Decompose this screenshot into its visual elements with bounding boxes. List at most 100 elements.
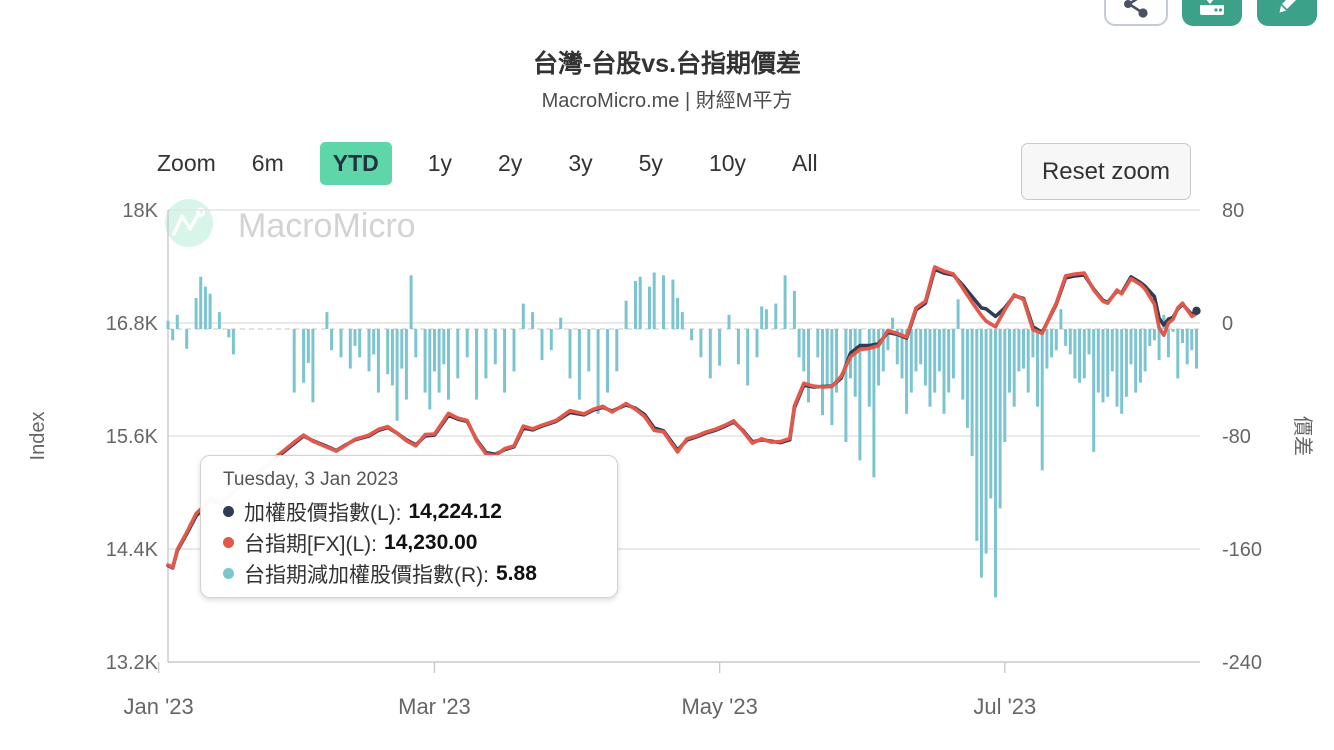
spread-bar bbox=[185, 329, 189, 349]
spread-bar bbox=[825, 329, 829, 386]
spread-bar bbox=[540, 329, 544, 361]
watermark-logo-line bbox=[172, 211, 201, 236]
spread-bar bbox=[1092, 329, 1096, 452]
spread-bar bbox=[956, 299, 960, 329]
page-subtitle: MacroMicro.me | 財經M平方 bbox=[541, 90, 793, 112]
spread-bar bbox=[942, 329, 946, 414]
spread-bar bbox=[867, 329, 871, 407]
spread-bar bbox=[1068, 329, 1072, 355]
range-controls: Zoom 6m YTD 1y 2y 3y 5y 10y All bbox=[157, 142, 828, 185]
spread-bar bbox=[199, 276, 203, 329]
spread-bar bbox=[311, 329, 315, 403]
tooltip-label: 台指期[FX](L): bbox=[244, 532, 378, 556]
spread-bar bbox=[979, 329, 983, 578]
spread-bar bbox=[1073, 329, 1077, 379]
spread-bar bbox=[330, 329, 334, 351]
share-button[interactable] bbox=[1104, 0, 1168, 26]
spread-bar bbox=[872, 329, 876, 478]
x-axis-tick-label: Mar '23 bbox=[398, 694, 471, 719]
tooltip-row-spread: 台指期減加權股價指數(R): 5.88 bbox=[223, 558, 599, 589]
watermark-text: MacroMicro bbox=[238, 207, 416, 245]
spread-bar bbox=[503, 329, 507, 393]
spread-bar bbox=[652, 272, 656, 329]
spread-bar bbox=[615, 329, 619, 372]
spread-bar bbox=[947, 329, 951, 393]
spread-bar bbox=[928, 329, 932, 407]
spread-bar bbox=[1115, 329, 1119, 407]
range-button-10y[interactable]: 10y bbox=[708, 150, 747, 176]
spread-bar bbox=[390, 329, 394, 386]
spread-bar bbox=[208, 293, 212, 329]
series-dot-index bbox=[223, 506, 234, 517]
spread-bar bbox=[1171, 329, 1175, 332]
spread-bar bbox=[895, 329, 899, 365]
right-axis-tick-label: 0 bbox=[1222, 313, 1233, 335]
spread-bar bbox=[835, 329, 838, 393]
spread-bar bbox=[428, 329, 432, 410]
range-button-1y[interactable]: 1y bbox=[427, 150, 453, 176]
spread-bar bbox=[708, 329, 712, 379]
spread-bar bbox=[306, 329, 310, 363]
spread-bar bbox=[853, 329, 857, 397]
spread-bar bbox=[1110, 329, 1114, 372]
right-axis-tick-label: -80 bbox=[1222, 426, 1251, 448]
range-button-2y[interactable]: 2y bbox=[498, 150, 523, 176]
spread-bar bbox=[909, 329, 913, 393]
left-axis-tick-label: 13.2K bbox=[106, 652, 159, 674]
range-button-all[interactable]: All bbox=[792, 150, 818, 176]
tooltip-label: 加權股價指數(L): bbox=[244, 501, 402, 525]
download-button[interactable] bbox=[1182, 0, 1242, 26]
spread-bar bbox=[447, 329, 450, 400]
range-button-6m[interactable]: 6m bbox=[251, 150, 284, 176]
spread-bar bbox=[549, 329, 553, 351]
range-button-5y[interactable]: 5y bbox=[638, 150, 663, 176]
spread-bar bbox=[877, 329, 881, 386]
spread-bar bbox=[194, 297, 198, 329]
spread-bar bbox=[1036, 329, 1039, 407]
spread-bar bbox=[587, 329, 591, 372]
spread-bar bbox=[797, 329, 801, 358]
spread-bar bbox=[400, 329, 404, 369]
reset-zoom-button[interactable]: Reset zoom bbox=[1021, 143, 1191, 200]
spread-bar bbox=[755, 329, 759, 358]
spread-bar bbox=[521, 303, 525, 329]
spread-bar bbox=[718, 329, 722, 366]
right-axis-tick-label: -160 bbox=[1222, 539, 1262, 561]
spread-bar bbox=[175, 314, 179, 329]
spread-bar bbox=[1026, 329, 1030, 393]
range-button-3y[interactable]: 3y bbox=[568, 150, 593, 176]
right-axis-title: 價差 bbox=[1291, 416, 1314, 456]
range-button-ytd[interactable]: YTD bbox=[319, 142, 392, 185]
spread-bar bbox=[433, 329, 436, 372]
spread-bar bbox=[1148, 329, 1152, 346]
left-axis-tick-label: 15.6K bbox=[106, 426, 159, 448]
series-dot-spread bbox=[223, 568, 234, 579]
page-title: 台灣-台股vs.台指期價差 bbox=[532, 50, 802, 78]
spread-bar bbox=[442, 329, 446, 365]
spread-bar bbox=[1003, 329, 1007, 442]
spread-bar bbox=[1087, 329, 1091, 355]
spread-bar bbox=[1054, 329, 1058, 351]
spread-bar bbox=[638, 276, 642, 329]
spread-bar bbox=[792, 290, 796, 329]
spread-bar bbox=[690, 329, 694, 341]
spread-bar bbox=[1152, 329, 1156, 341]
tooltip-value: 14,224.12 bbox=[408, 499, 502, 523]
spread-bar bbox=[965, 329, 969, 428]
edit-button[interactable] bbox=[1257, 0, 1317, 26]
spread-bar bbox=[984, 329, 988, 554]
spread-bar bbox=[386, 329, 390, 375]
spread-bar bbox=[1064, 329, 1068, 346]
spread-bar bbox=[1106, 329, 1110, 397]
series-dot-futures bbox=[223, 537, 234, 548]
spread-bar bbox=[1157, 329, 1161, 361]
spread-bar bbox=[409, 275, 413, 329]
spread-bar bbox=[1017, 329, 1021, 372]
spread-bar bbox=[699, 329, 703, 358]
spread-bar bbox=[816, 329, 820, 358]
futures-line bbox=[166, 265, 1199, 570]
spread-bar bbox=[807, 329, 810, 403]
spread-bar bbox=[648, 286, 651, 329]
